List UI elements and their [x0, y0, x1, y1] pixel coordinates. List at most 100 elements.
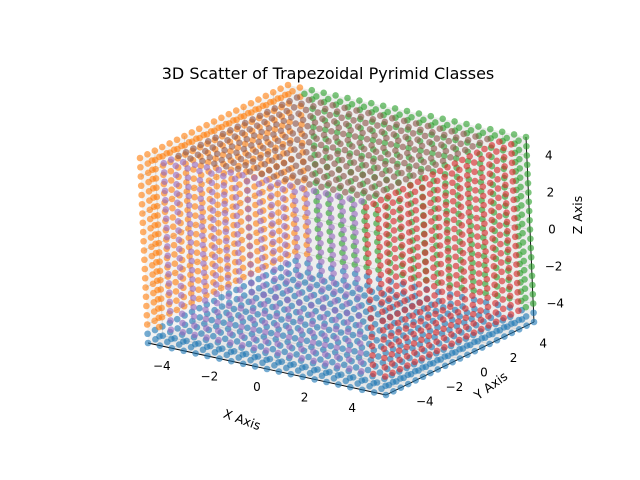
data-point [340, 130, 347, 138]
data-point [286, 97, 293, 105]
data-point [451, 234, 459, 242]
data-point [364, 178, 371, 185]
data-point [454, 150, 462, 157]
data-point [239, 171, 246, 179]
data-point [189, 276, 196, 283]
data-point [247, 270, 255, 278]
data-point [215, 124, 222, 132]
data-point [375, 215, 382, 223]
data-point [390, 173, 398, 180]
data-point [526, 226, 534, 233]
data-point [447, 312, 454, 320]
data-point [138, 200, 146, 208]
data-point [376, 252, 384, 260]
data-point [397, 205, 404, 212]
data-point [171, 269, 179, 277]
data-point [373, 337, 381, 344]
data-point [441, 131, 448, 139]
data-point [363, 222, 371, 230]
data-point [189, 285, 197, 292]
data-point [142, 293, 150, 301]
data-point [405, 166, 413, 173]
data-point [502, 190, 510, 198]
data-point [516, 155, 523, 163]
data-point [370, 200, 377, 208]
data-point [352, 175, 359, 183]
data-point [484, 303, 492, 311]
data-point [225, 153, 233, 160]
data-point [390, 131, 398, 138]
data-point [279, 332, 287, 339]
data-point [377, 112, 384, 119]
data-point [311, 376, 318, 383]
data-point [216, 247, 223, 255]
data-point [315, 340, 323, 347]
data-point [168, 186, 175, 193]
data-point [285, 324, 293, 332]
data-point [340, 226, 347, 234]
data-point [488, 216, 496, 224]
data-point [418, 142, 426, 150]
data-point [271, 275, 279, 283]
data-point [494, 176, 501, 183]
data-point [456, 175, 464, 183]
data-point [389, 378, 397, 386]
data-point [358, 155, 365, 163]
data-point [281, 222, 288, 230]
data-point [209, 198, 216, 205]
data-point [233, 338, 241, 345]
data-point [204, 138, 212, 145]
data-point [470, 159, 478, 166]
data-point [373, 294, 380, 302]
data-point [420, 212, 427, 220]
data-point [291, 197, 299, 205]
data-point [237, 155, 245, 163]
data-point [306, 181, 313, 188]
data-point [226, 320, 233, 328]
data-point [392, 273, 400, 281]
data-point [419, 194, 427, 201]
data-point [503, 134, 511, 142]
data-point [210, 225, 218, 233]
data-point [432, 310, 439, 318]
data-point [212, 272, 220, 279]
data-point [404, 380, 412, 388]
data-point [164, 261, 172, 269]
data-point [439, 316, 447, 323]
data-point [192, 212, 199, 219]
data-point [461, 146, 469, 154]
data-point [453, 271, 460, 279]
data-point [325, 137, 332, 145]
data-point [234, 165, 242, 173]
data-point [493, 166, 501, 174]
data-point [328, 170, 336, 177]
data-point [356, 181, 364, 189]
z-tick-label: −4 [546, 297, 564, 311]
data-point [203, 334, 210, 341]
data-point [490, 253, 497, 261]
data-point [331, 307, 339, 314]
data-point [298, 184, 306, 192]
data-point [284, 296, 291, 304]
data-point [473, 149, 481, 156]
data-point [392, 147, 399, 154]
data-point [269, 220, 276, 227]
data-point [322, 369, 330, 377]
data-point [322, 190, 330, 197]
data-point [247, 261, 254, 268]
data-point [191, 193, 198, 201]
data-point [519, 239, 527, 246]
data-point [482, 257, 490, 264]
data-point [137, 182, 145, 190]
data-point [245, 224, 253, 231]
data-point [492, 318, 500, 326]
data-point [384, 108, 392, 116]
data-point [427, 112, 435, 120]
data-point [441, 353, 449, 360]
data-point [415, 280, 423, 288]
data-point [295, 152, 303, 160]
data-point [321, 173, 328, 181]
data-point [421, 231, 428, 238]
data-point [353, 266, 361, 273]
data-point [307, 112, 314, 120]
